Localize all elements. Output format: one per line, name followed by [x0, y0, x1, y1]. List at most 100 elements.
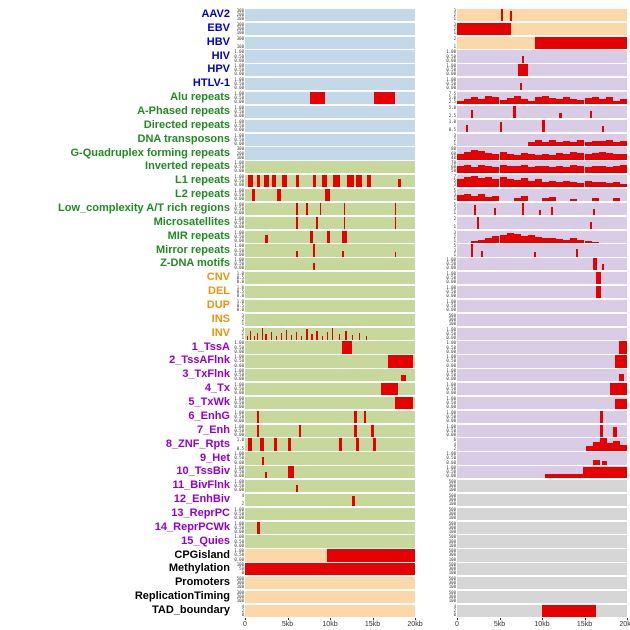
data-mark [593, 442, 600, 451]
y-tick-label: 300 [236, 589, 244, 595]
track-label: DEL [208, 285, 230, 298]
x-tick-label: 5kb [493, 621, 506, 629]
track-panel-region2 [457, 521, 627, 534]
y-axis-ticks: 1.0 0.5 0.0 [230, 299, 245, 312]
y-tick-label: 0.00 [234, 528, 244, 534]
histogram-bar [499, 165, 507, 174]
track-label: 1_TssA [191, 340, 230, 353]
y-tick-label: 0.50 [446, 413, 456, 419]
track-row-alu-repeats: Alu repeats 1.00 0.50 0.00 7.5 5.0 2.5 [0, 91, 630, 105]
track-label: HBV [206, 35, 230, 48]
y-axis-ticks: 500 300 100 [443, 577, 457, 589]
track-row-2-tssaflnk: 2_TssAFlnk 1.00 0.50 0.00 1.00 0.50 0.00 [0, 354, 630, 368]
data-mark [501, 8, 504, 22]
track-row-aav2: AAV2 300 200 100 3 2 1 [0, 8, 630, 22]
data-mark [326, 549, 415, 562]
data-mark [306, 202, 308, 216]
track-row-hpv: HPV 1.00 0.50 0.00 1.00 0.50 0.00 [0, 63, 630, 77]
y-tick-label: 0.50 [234, 136, 244, 142]
track-panel-region1 [245, 216, 415, 229]
track-panel-region1 [245, 604, 415, 617]
y-tick-label: 2 [453, 11, 456, 17]
y-tick-label: 0.00 [234, 556, 244, 562]
panel-gap [415, 375, 443, 376]
data-mark [596, 272, 601, 285]
y-axis-ticks: 1.00 0.50 0.00 [230, 50, 245, 62]
track-panel-region2 [457, 493, 627, 507]
y-axis-ticks: 500 300 100 [443, 590, 457, 603]
histogram-bar [520, 164, 528, 174]
y-tick-label: 60 [451, 164, 456, 170]
histogram-bar [534, 139, 542, 146]
track-label: 6_EnhG [188, 409, 230, 422]
panel-gap [415, 527, 443, 528]
track-panel-region2 [457, 244, 627, 257]
data-mark [256, 410, 259, 423]
y-tick-label: 1.00 [234, 63, 244, 69]
track-label: EBV [207, 21, 230, 34]
y-tick-label: 500 [448, 576, 456, 582]
histogram-bar [619, 154, 627, 160]
data-mark [521, 202, 524, 216]
track-panel-region1 [245, 410, 415, 423]
histogram-bar [570, 181, 578, 188]
data-mark [262, 327, 264, 340]
y-tick-label: 0.00 [234, 57, 244, 63]
panel-gap [415, 347, 443, 348]
histogram-bar [464, 98, 472, 105]
y-axis-ticks: 1.00 0.50 0.00 [443, 396, 457, 409]
histogram-bar [527, 154, 535, 160]
y-tick-label: 2 [453, 445, 456, 451]
y-tick-label: 1.00 [234, 465, 244, 471]
y-tick-label: 0.00 [446, 265, 456, 271]
histogram-bar [591, 140, 599, 146]
data-mark [341, 230, 347, 243]
data-mark [352, 334, 354, 340]
histogram-bar [542, 95, 550, 105]
histogram-bar [584, 181, 592, 188]
track-row-cpgisland: CPGisland 1.00 0.50 0.00 500 300 100 [0, 549, 630, 563]
x-tick-label: 15kb [364, 621, 381, 629]
histogram-bar [506, 178, 514, 188]
data-mark [394, 216, 397, 229]
histogram-bar [527, 141, 535, 146]
histogram-bar [534, 97, 542, 105]
panel-gap [415, 98, 443, 99]
y-tick-label: 300 [448, 510, 456, 516]
y-axis-ticks: 1.00 0.50 0.00 [443, 286, 457, 298]
data-mark [589, 221, 592, 229]
y-tick-label: 500 [448, 312, 456, 318]
y-tick-label: 3 [453, 21, 456, 27]
y-tick-label: 0.00 [446, 307, 456, 313]
track-label: 12_EnhBiv [173, 493, 230, 506]
y-tick-label: 0.00 [446, 293, 456, 299]
y-tick-label: 1.00 [234, 104, 244, 110]
data-mark [355, 438, 359, 451]
y-tick-label: 1.00 [234, 118, 244, 124]
data-mark [387, 355, 414, 368]
histogram-bar [542, 238, 550, 243]
y-tick-label: 500 [236, 576, 244, 582]
x-tick-mark [499, 617, 501, 621]
panel-gap [415, 513, 443, 514]
y-axis-ticks: 300 200 100 [230, 22, 245, 35]
data-mark [272, 175, 276, 188]
x-tick-label: 20kb [407, 621, 423, 629]
y-axis-ticks: 1.00 0.50 0.00 [230, 410, 245, 423]
panel-gap [415, 444, 443, 445]
y-tick-label: 3 [453, 205, 456, 211]
track-label: L2 repeats [174, 188, 230, 201]
y-tick-label: 1.00 [234, 215, 244, 221]
y-tick-label: 0.50 [446, 67, 456, 73]
track-panel-region2 [457, 410, 627, 423]
data-mark [326, 332, 328, 340]
track-panel-region2 [457, 50, 627, 63]
y-tick-label: 1.00 [234, 90, 244, 96]
track-panel-region1 [245, 549, 415, 562]
data-mark [545, 474, 583, 479]
y-tick-label: 0.00 [234, 404, 244, 410]
